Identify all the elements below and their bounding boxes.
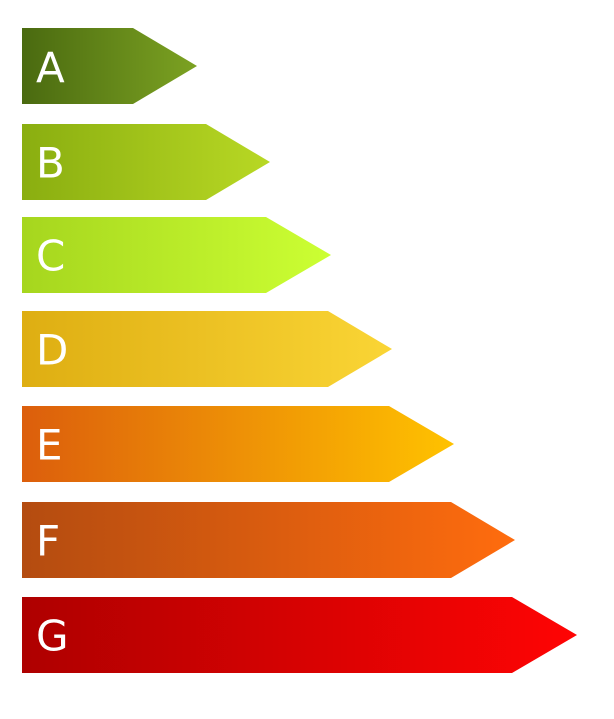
rating-label: C <box>36 232 65 281</box>
rating-label: F <box>36 517 60 566</box>
rating-f: F <box>22 502 515 578</box>
arrow <box>22 502 515 578</box>
arrow <box>22 124 270 200</box>
rating-label: E <box>36 421 63 470</box>
rating-d: D <box>22 311 392 387</box>
arrow <box>22 311 392 387</box>
rating-label: B <box>36 139 65 188</box>
rating-label: D <box>36 326 68 375</box>
rating-a: A <box>22 28 197 104</box>
rating-label: A <box>36 44 65 93</box>
rating-c: C <box>22 217 331 293</box>
rating-b: B <box>22 124 270 200</box>
arrow <box>22 28 197 104</box>
arrow <box>22 597 577 673</box>
rating-e: E <box>22 406 454 482</box>
arrow <box>22 217 331 293</box>
rating-g: G <box>22 597 577 673</box>
rating-label: G <box>36 612 69 661</box>
arrow <box>22 406 454 482</box>
